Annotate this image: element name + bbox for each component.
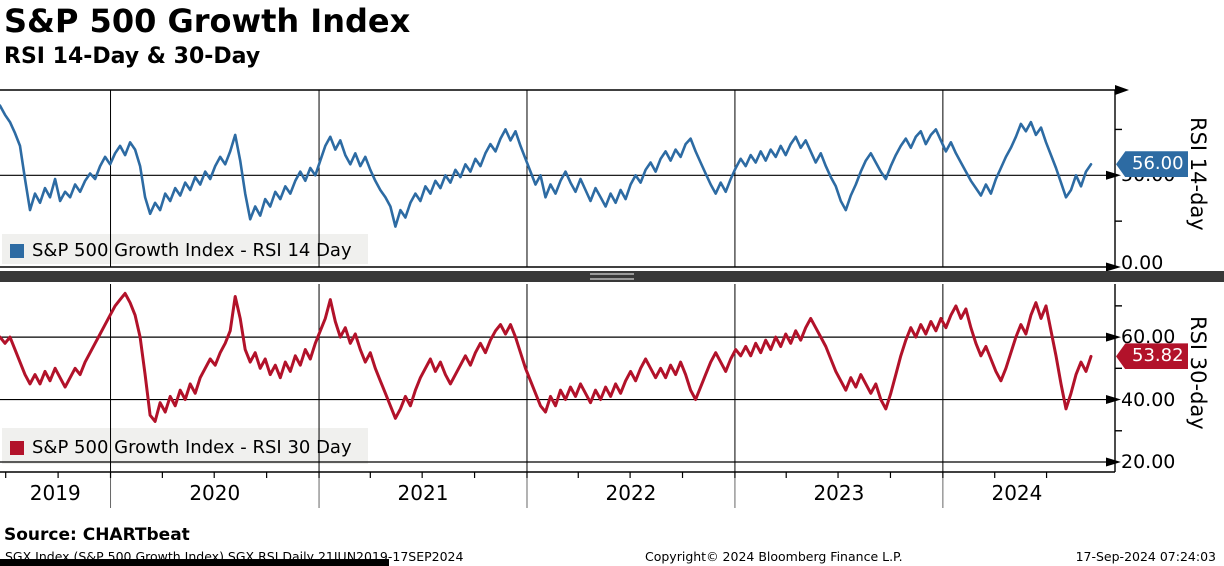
source-note: Source: CHARTbeat	[4, 525, 190, 545]
rsi30-tick-label: 20.00	[1121, 451, 1176, 473]
panel-divider[interactable]	[0, 271, 1224, 282]
horizontal-gridlines	[0, 170, 1121, 467]
bottom-black-bar	[0, 559, 389, 566]
drag-handle-icon[interactable]	[590, 273, 634, 280]
rsi14-axis-title: RSI 14-day	[1186, 116, 1210, 231]
footer-timestamp: 17-Sep-2024 07:24:03	[1075, 549, 1216, 564]
rsi30-tick-label: 40.00	[1121, 388, 1176, 411]
x-axis-year-label: 2019	[29, 481, 81, 505]
x-axis-year-label: 2020	[189, 481, 241, 505]
rsi14-tick-label: 0.00	[1121, 252, 1164, 274]
panel-frame	[0, 85, 1129, 473]
rsi30-last-value-badge: 53.82	[1116, 343, 1188, 370]
legend-backgrounds	[2, 234, 368, 464]
page-title: S&P 500 Growth Index	[4, 2, 411, 40]
rsi30-legend: S&P 500 Growth Index - RSI 30 Day	[10, 437, 352, 458]
rsi30-legend-swatch-icon	[10, 440, 24, 455]
rsi14-legend-swatch-icon	[10, 243, 24, 258]
rsi30-tick-label: 60.00	[1121, 326, 1176, 349]
footer-copyright: Copyright© 2024 Bloomberg Finance L.P.	[645, 549, 903, 564]
x-axis-year-label: 2022	[605, 481, 657, 505]
x-axis-year-label: 2021	[397, 481, 449, 505]
vertical-gridlines	[110, 90, 944, 508]
rsi30-legend-label: S&P 500 Growth Index - RSI 30 Day	[32, 437, 352, 458]
rsi14-last-value-badge: 56.00	[1116, 151, 1188, 178]
rsi30-axis-title: RSI 30-day	[1186, 316, 1210, 430]
x-axis-year-label: 2023	[813, 481, 865, 505]
page-subtitle: RSI 14-Day & 30-Day	[4, 44, 261, 69]
x-axis-year-label: 2024	[991, 481, 1043, 505]
rsi30-series-line	[0, 291, 1093, 423]
rsi14-series-line	[0, 104, 1093, 228]
rsi14-legend: S&P 500 Growth Index - RSI 14 Day	[10, 240, 352, 261]
rsi14-legend-label: S&P 500 Growth Index - RSI 14 Day	[32, 240, 352, 261]
axis-ticks	[5, 128, 1122, 478]
